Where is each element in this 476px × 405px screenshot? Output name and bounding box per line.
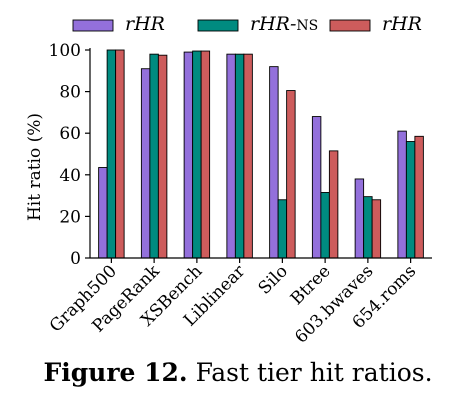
- figure-caption-text: Fast tier hit ratios.: [195, 358, 433, 387]
- bar-ehr-xsbench: [183, 51, 194, 259]
- y-tick-label: 100: [49, 41, 81, 61]
- figure-caption: Figure 12. Fast tier hit ratios.: [0, 358, 476, 387]
- bar-rhr-654-roms: [414, 135, 424, 259]
- bar-rhr-ns-graph500: [106, 49, 117, 259]
- bar-rhr-ns-liblinear: [234, 53, 245, 259]
- bar-ehr-654-roms: [397, 130, 407, 259]
- legend-swatch-rhr-ns: [197, 19, 239, 32]
- bar-ehr-silo: [269, 66, 279, 259]
- bar-rhr-btree: [328, 150, 339, 259]
- y-tick-label: 40: [59, 166, 81, 186]
- bar-rhr-pagerank: [157, 54, 168, 259]
- legend-label-rhr: rHR: [382, 13, 422, 35]
- legend-swatch-ehr: [72, 19, 114, 32]
- x-tick-label: Silo: [255, 261, 292, 298]
- bar-rhr-ns-603-bwaves: [363, 196, 373, 259]
- bars-group: [98, 49, 424, 259]
- y-axis-label: Hit ratio (%): [25, 113, 45, 221]
- bar-rhr-xsbench: [200, 50, 211, 259]
- legend-label-ehr: rHR: [125, 13, 165, 35]
- bar-ehr-btree: [311, 116, 322, 259]
- y-tick-label: 20: [59, 207, 81, 227]
- legend-swatch-rhr: [329, 19, 371, 32]
- bar-rhr-603-bwaves: [371, 199, 382, 259]
- bar-rhr-liblinear: [243, 53, 253, 259]
- bar-rhr-ns-pagerank: [149, 53, 159, 259]
- figure-number: Figure 12.: [43, 358, 188, 387]
- legend: rHR rHR-NS rHR: [72, 13, 422, 35]
- y-tick-label: 80: [59, 83, 81, 103]
- bar-ehr-liblinear: [226, 53, 236, 259]
- bar-rhr-ns-btree: [320, 192, 330, 259]
- bar-rhr-ns-silo: [277, 199, 288, 259]
- bar-ehr-graph500: [98, 167, 108, 259]
- y-tick-label: 0: [70, 249, 81, 269]
- bar-rhr-ns-654-roms: [405, 141, 416, 259]
- bar-ehr-603-bwaves: [354, 178, 365, 259]
- bar-ehr-pagerank: [140, 68, 151, 259]
- bar-rhr-graph500: [115, 49, 125, 259]
- bar-rhr-ns-xsbench: [192, 50, 202, 259]
- bar-chart: rHR rHR-NS rHR 020406080100Graph500PageRan…: [25, 13, 432, 348]
- bar-rhr-silo: [286, 90, 296, 259]
- y-tick-label: 60: [59, 124, 81, 144]
- legend-label-rhr-ns: rHR-NS: [250, 13, 318, 35]
